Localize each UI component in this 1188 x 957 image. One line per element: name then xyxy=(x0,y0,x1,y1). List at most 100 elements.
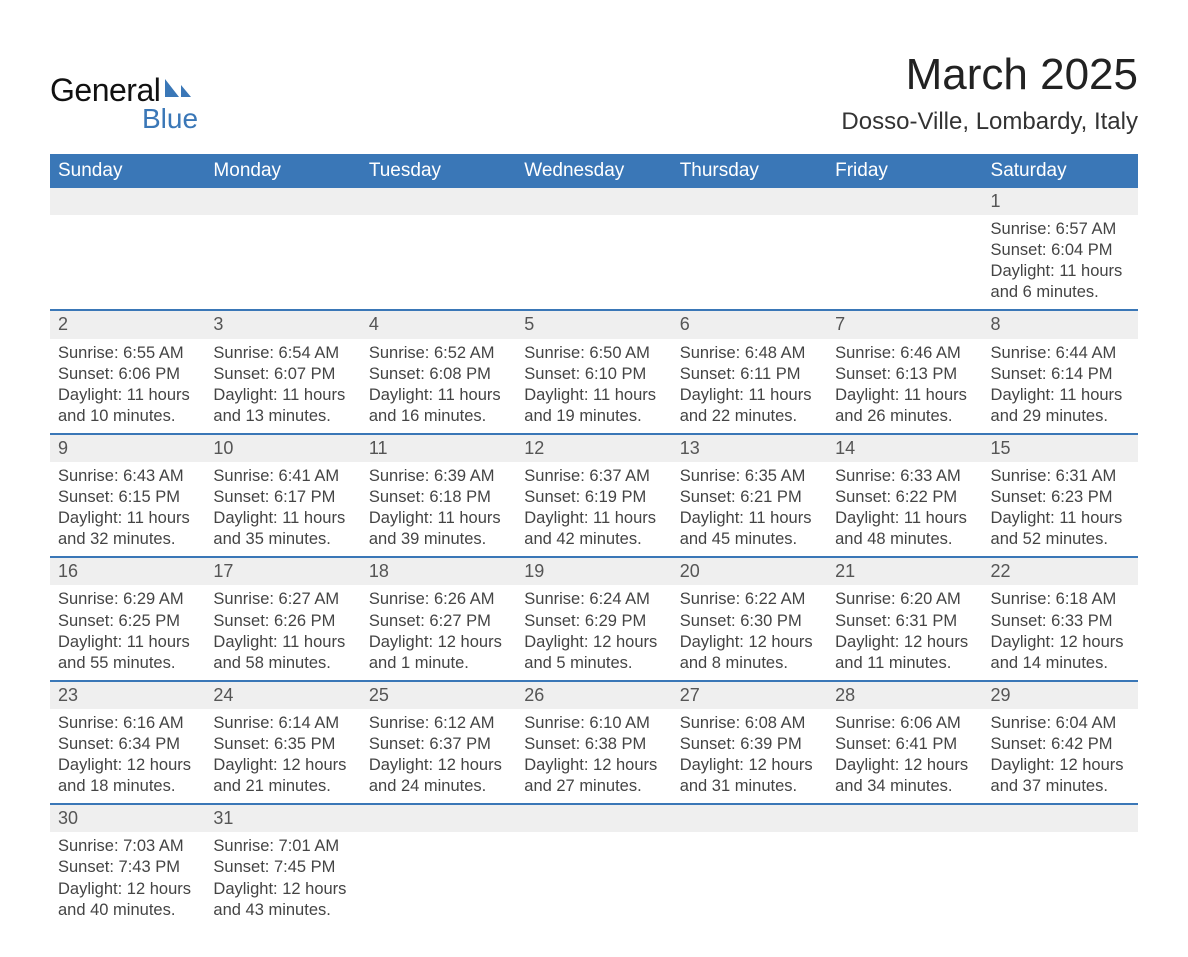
sunrise-line-label: Sunrise: xyxy=(835,467,900,485)
day-number-cell: 5 xyxy=(516,310,671,338)
day-detail-cell: Sunrise: 6:31 AMSunset: 6:23 PMDaylight:… xyxy=(983,462,1138,557)
sunrise-line: Sunrise: 6:31 AM xyxy=(991,466,1130,487)
day-number-cell xyxy=(827,188,982,215)
day-number-cell xyxy=(205,188,360,215)
sunset-line-label: Sunset: xyxy=(835,488,896,506)
day-number-cell: 22 xyxy=(983,557,1138,585)
daylight-line-label: Daylight: xyxy=(58,756,127,774)
sunrise-line-value: 6:50 AM xyxy=(589,344,650,362)
sunrise-line: Sunrise: 6:10 AM xyxy=(524,713,663,734)
sunrise-line-value: 6:18 AM xyxy=(1056,590,1117,608)
sunset-line: Sunset: 6:31 PM xyxy=(835,611,974,632)
sunrise-line-value: 7:03 AM xyxy=(123,837,184,855)
day-number-cell: 3 xyxy=(205,310,360,338)
daylight-line: Daylight: 12 hours and 11 minutes. xyxy=(835,632,974,674)
sunset-line-value: 6:31 PM xyxy=(896,612,957,630)
weekday-tuesday: Tuesday xyxy=(361,154,516,188)
sunset-line: Sunset: 6:07 PM xyxy=(213,364,352,385)
sunset-line: Sunset: 6:26 PM xyxy=(213,611,352,632)
day-detail-cell: Sunrise: 6:04 AMSunset: 6:42 PMDaylight:… xyxy=(983,709,1138,804)
daylight-line-label: Daylight: xyxy=(680,633,749,651)
day-number-cell: 7 xyxy=(827,310,982,338)
sunset-line: Sunset: 6:29 PM xyxy=(524,611,663,632)
sunset-line-value: 6:34 PM xyxy=(119,735,180,753)
day-number-cell: 19 xyxy=(516,557,671,585)
sunrise-line: Sunrise: 6:46 AM xyxy=(835,343,974,364)
daynum-row: 9101112131415 xyxy=(50,434,1138,462)
sunrise-line-value: 6:20 AM xyxy=(900,590,961,608)
day-number-cell: 26 xyxy=(516,681,671,709)
sunrise-line-label: Sunrise: xyxy=(680,467,745,485)
weekday-header-row: Sunday Monday Tuesday Wednesday Thursday… xyxy=(50,154,1138,188)
daylight-line-label: Daylight: xyxy=(835,386,904,404)
sunrise-line-value: 6:27 AM xyxy=(279,590,340,608)
day-number-cell: 13 xyxy=(672,434,827,462)
day-number-cell: 27 xyxy=(672,681,827,709)
day-number-cell xyxy=(672,804,827,832)
daylight-line-label: Daylight: xyxy=(58,633,127,651)
sunrise-line: Sunrise: 6:39 AM xyxy=(369,466,508,487)
day-number-cell: 28 xyxy=(827,681,982,709)
daylight-line-label: Daylight: xyxy=(58,880,127,898)
sunset-line-label: Sunset: xyxy=(524,488,585,506)
sunrise-line: Sunrise: 6:55 AM xyxy=(58,343,197,364)
daylight-line-label: Daylight: xyxy=(524,756,593,774)
sunrise-line-value: 6:33 AM xyxy=(900,467,961,485)
day-number-cell: 14 xyxy=(827,434,982,462)
sunrise-line-label: Sunrise: xyxy=(835,590,900,608)
detail-row: Sunrise: 6:57 AMSunset: 6:04 PMDaylight:… xyxy=(50,215,1138,310)
sunset-line-value: 6:21 PM xyxy=(740,488,801,506)
sunrise-line-label: Sunrise: xyxy=(835,344,900,362)
day-detail-cell: Sunrise: 6:50 AMSunset: 6:10 PMDaylight:… xyxy=(516,339,671,434)
sunset-line-value: 6:25 PM xyxy=(119,612,180,630)
sunrise-line-value: 6:26 AM xyxy=(434,590,495,608)
sunrise-line-label: Sunrise: xyxy=(369,467,434,485)
day-detail-cell: Sunrise: 6:37 AMSunset: 6:19 PMDaylight:… xyxy=(516,462,671,557)
sunset-line-label: Sunset: xyxy=(213,488,274,506)
sunrise-line-value: 6:04 AM xyxy=(1056,714,1117,732)
day-number-cell xyxy=(516,804,671,832)
daylight-line-label: Daylight: xyxy=(369,509,438,527)
sunset-line-value: 6:39 PM xyxy=(740,735,801,753)
sunrise-line-value: 6:12 AM xyxy=(434,714,495,732)
day-detail-cell: Sunrise: 7:01 AMSunset: 7:45 PMDaylight:… xyxy=(205,832,360,926)
daynum-row: 2345678 xyxy=(50,310,1138,338)
sunset-line-label: Sunset: xyxy=(991,735,1052,753)
sunrise-line-value: 6:41 AM xyxy=(279,467,340,485)
sunset-line-label: Sunset: xyxy=(524,365,585,383)
sunset-line: Sunset: 6:17 PM xyxy=(213,487,352,508)
sunset-line-value: 6:13 PM xyxy=(896,365,957,383)
daylight-line-label: Daylight: xyxy=(680,386,749,404)
detail-row: Sunrise: 6:29 AMSunset: 6:25 PMDaylight:… xyxy=(50,585,1138,680)
daylight-line-label: Daylight: xyxy=(991,756,1060,774)
sunset-line: Sunset: 6:08 PM xyxy=(369,364,508,385)
page-title: March 2025 xyxy=(841,50,1138,100)
daylight-line: Daylight: 12 hours and 18 minutes. xyxy=(58,755,197,797)
sunrise-line: Sunrise: 6:20 AM xyxy=(835,589,974,610)
sunset-line: Sunset: 6:34 PM xyxy=(58,734,197,755)
sunset-line-label: Sunset: xyxy=(369,612,430,630)
daylight-line-label: Daylight: xyxy=(369,386,438,404)
daylight-line-label: Daylight: xyxy=(991,633,1060,651)
weekday-sunday: Sunday xyxy=(50,154,205,188)
daylight-line-label: Daylight: xyxy=(213,509,282,527)
sunrise-line-value: 6:55 AM xyxy=(123,344,184,362)
sunset-line: Sunset: 6:06 PM xyxy=(58,364,197,385)
sunset-line-value: 6:19 PM xyxy=(585,488,646,506)
sunrise-line-label: Sunrise: xyxy=(213,837,278,855)
sunset-line: Sunset: 6:18 PM xyxy=(369,487,508,508)
sunset-line-value: 6:08 PM xyxy=(429,365,490,383)
daylight-line-label: Daylight: xyxy=(58,386,127,404)
day-detail-cell: Sunrise: 6:57 AMSunset: 6:04 PMDaylight:… xyxy=(983,215,1138,310)
sunset-line-label: Sunset: xyxy=(369,488,430,506)
detail-row: Sunrise: 6:55 AMSunset: 6:06 PMDaylight:… xyxy=(50,339,1138,434)
sunrise-line: Sunrise: 6:57 AM xyxy=(991,219,1130,240)
sunrise-line-value: 6:06 AM xyxy=(900,714,961,732)
daylight-line: Daylight: 11 hours and 48 minutes. xyxy=(835,508,974,550)
sunset-line-value: 6:14 PM xyxy=(1051,365,1112,383)
daylight-line-label: Daylight: xyxy=(213,880,282,898)
sunrise-line-value: 6:44 AM xyxy=(1056,344,1117,362)
day-number-cell: 20 xyxy=(672,557,827,585)
daylight-line: Daylight: 12 hours and 27 minutes. xyxy=(524,755,663,797)
sunset-line: Sunset: 6:10 PM xyxy=(524,364,663,385)
